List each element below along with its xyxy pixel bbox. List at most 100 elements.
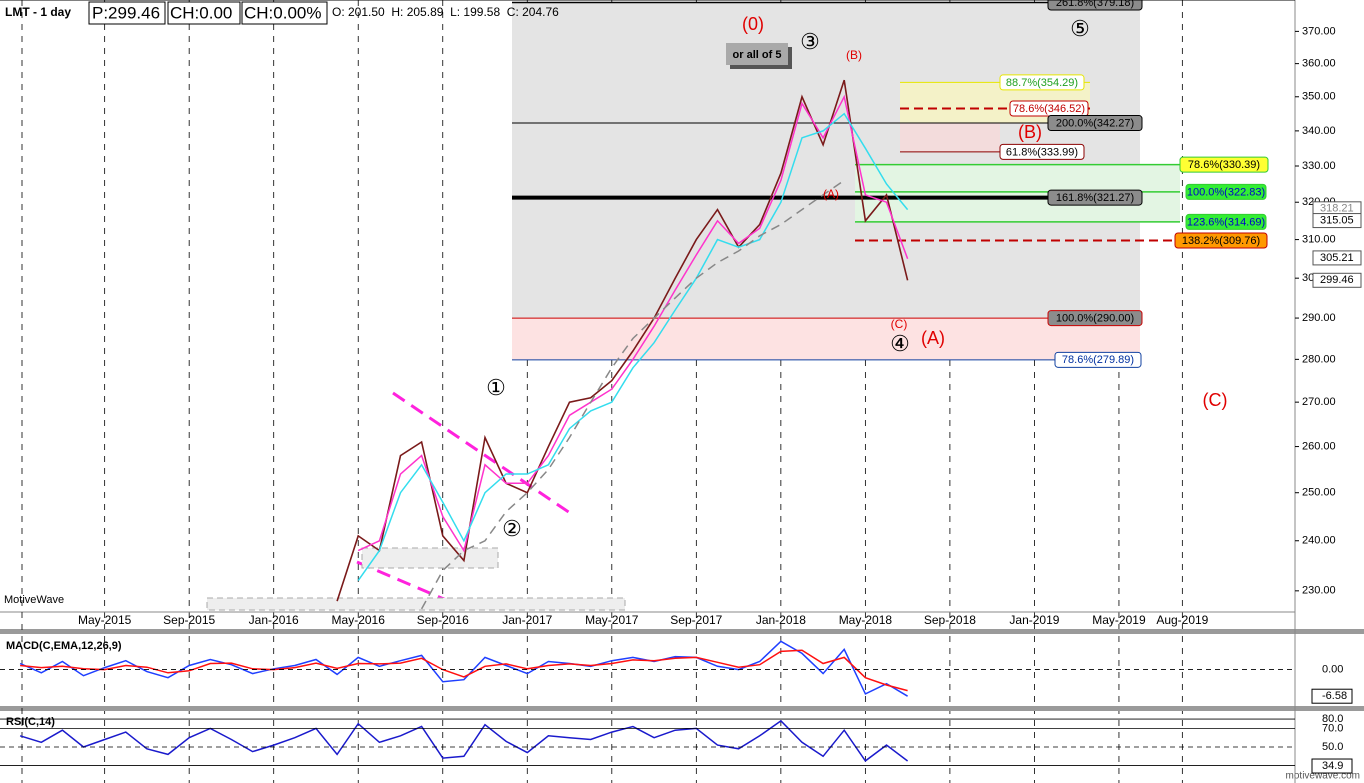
last-value: -6.58 <box>1322 690 1347 702</box>
x-tick-label: May-2017 <box>585 613 639 627</box>
y-tick-label: 310.00 <box>1302 233 1336 245</box>
y-tick-label: 270.00 <box>1302 396 1336 408</box>
x-tick-label: Aug-2019 <box>1156 613 1208 627</box>
y-tick-label: 80.0 <box>1322 713 1343 725</box>
level-label: 88.7%(354.29) <box>1006 77 1078 89</box>
series-line <box>357 94 909 553</box>
y-tick-label: 70.0 <box>1322 722 1343 734</box>
y-tick-label: 230.00 <box>1302 585 1336 597</box>
level-label-box <box>1054 351 1142 368</box>
wave-label: (B) <box>846 48 862 62</box>
series-line <box>420 179 845 610</box>
wave-label: or all of 5 <box>733 49 782 61</box>
x-tick-label: May-2015 <box>78 613 132 627</box>
y-tick-label: 50.0 <box>1322 741 1343 753</box>
wave-label: (A) <box>823 187 839 201</box>
wave-label: ③ <box>800 29 820 54</box>
level-label-box <box>1047 310 1143 327</box>
wave-label: ① <box>486 375 506 400</box>
x-tick-label: Jan-2016 <box>249 613 299 627</box>
price-marker: 305.21 <box>1320 252 1354 264</box>
y-tick-label: 360.00 <box>1302 58 1336 70</box>
x-tick-label: Jan-2019 <box>1009 613 1059 627</box>
level-label-box <box>1174 232 1268 249</box>
wave-label: ② <box>502 516 522 541</box>
y-tick-label: 340.00 <box>1302 125 1336 137</box>
y-tick-label: 330.00 <box>1302 160 1336 172</box>
target-zone <box>900 123 1000 152</box>
wave-label: (C) <box>891 317 908 331</box>
y-tick-label: 0.00 <box>1322 663 1343 675</box>
panel-separator <box>0 629 1364 634</box>
wave-label: (0) <box>742 14 764 34</box>
panel-separator <box>0 706 1364 711</box>
wave-label: (C) <box>1203 390 1228 410</box>
target-zone <box>512 318 1140 360</box>
macd-title: MACD(C,EMA,12,26,9) <box>6 640 122 652</box>
change-box <box>167 1 241 25</box>
y-tick-label: 350.00 <box>1302 91 1336 103</box>
price-marker-box <box>1312 250 1362 266</box>
level-label-box <box>1185 213 1267 230</box>
wave-label: (B) <box>1018 122 1042 142</box>
note-box <box>726 43 788 65</box>
level-label: 123.6%(314.69) <box>1187 216 1265 228</box>
series-line <box>20 649 908 692</box>
y-tick-label: 290.00 <box>1302 312 1336 324</box>
level-label: 78.6%(346.52) <box>1013 103 1085 115</box>
range-box <box>206 597 626 611</box>
level-label-box <box>1047 115 1143 132</box>
price-marker: 318.21 <box>1320 203 1354 215</box>
x-tick-label: Sep-2016 <box>417 613 469 627</box>
level-label-box <box>1047 0 1143 11</box>
level-label: 100.0%(290.00) <box>1056 312 1134 324</box>
x-tick-label: May-2018 <box>839 613 893 627</box>
series-line <box>357 112 909 582</box>
y-tick-label: 250.00 <box>1302 487 1336 499</box>
price: P:299.46 <box>92 3 160 22</box>
last-value: 34.9 <box>1322 760 1343 772</box>
x-tick-label: Jan-2017 <box>502 613 552 627</box>
watermark: MotiveWave <box>4 594 64 606</box>
x-tick-label: Sep-2018 <box>924 613 976 627</box>
x-tick-label: Jan-2018 <box>756 613 806 627</box>
level-label: 261.8%(379.18) <box>1056 0 1134 9</box>
level-label-box <box>1047 189 1143 206</box>
x-tick-label: Sep-2017 <box>670 613 722 627</box>
last-value-box <box>1311 758 1353 774</box>
level-label: 161.8%(321.27) <box>1056 192 1134 204</box>
rsi-title: RSI(C,14) <box>6 716 55 728</box>
level-label: 138.2%(309.76) <box>1182 235 1260 247</box>
series-line <box>19 719 909 762</box>
symbol: LMT - 1 day <box>5 5 71 19</box>
level-label-box <box>1185 183 1267 200</box>
level-label: 78.6%(279.89) <box>1062 354 1134 366</box>
y-tick-label: 240.00 <box>1302 535 1336 547</box>
change-pct: CH:0.00% <box>244 3 321 22</box>
series-line <box>19 640 908 697</box>
level-label-box <box>999 74 1085 91</box>
wave-label: ④ <box>890 331 910 356</box>
price-marker: 315.05 <box>1320 214 1354 226</box>
change-pct-box <box>241 1 328 25</box>
y-tick-label: 280.00 <box>1302 353 1336 365</box>
level-label: 200.0%(342.27) <box>1056 117 1134 129</box>
level-label-box <box>1179 156 1269 173</box>
underlay <box>104 0 1183 783</box>
y-tick-label: 370.00 <box>1302 25 1336 37</box>
trend-line <box>392 391 574 517</box>
footer: motivewave.com <box>1286 771 1360 782</box>
x-tick-label: Sep-2015 <box>163 613 215 627</box>
change: CH:0.00 <box>170 3 232 22</box>
level-label: 100.0%(322.83) <box>1187 186 1265 198</box>
wave-label: ⑤ <box>1070 16 1090 41</box>
price-marker-box <box>1312 213 1362 229</box>
level-label: 78.6%(330.39) <box>1188 159 1260 171</box>
x-tick-label: May-2016 <box>332 613 386 627</box>
x-tick-label: May-2019 <box>1092 613 1146 627</box>
y-tick-label: 260.00 <box>1302 440 1336 452</box>
price-box <box>88 1 166 25</box>
wave-label: (A) <box>921 328 945 348</box>
target-zone <box>512 2 1140 319</box>
